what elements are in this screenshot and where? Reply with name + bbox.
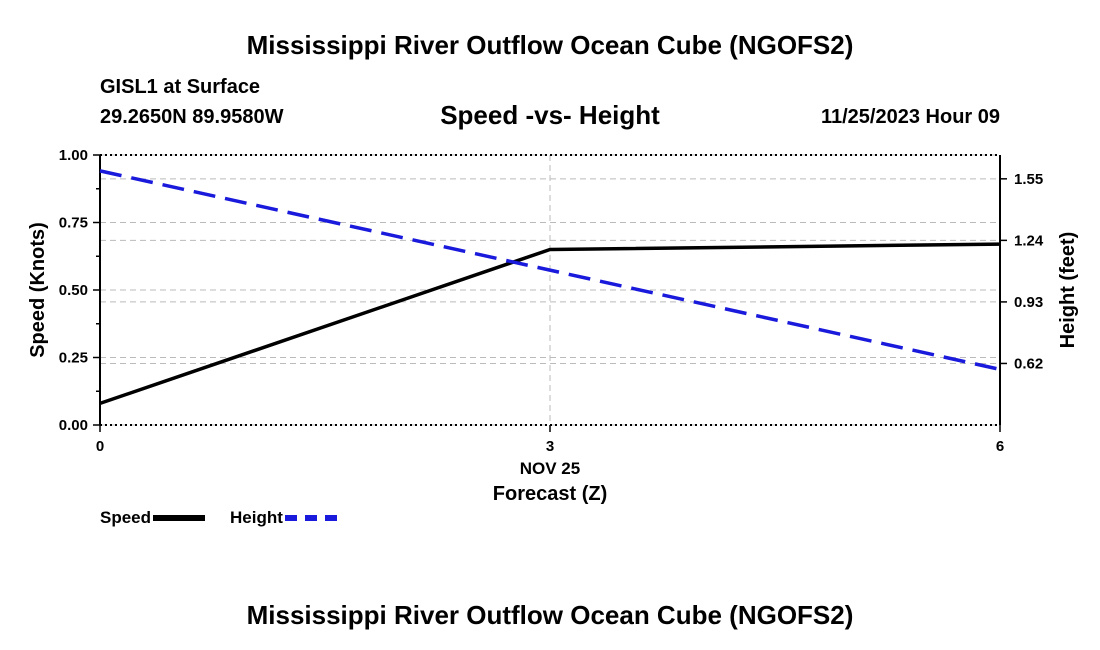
y-axis-title: Speed (Knots) [27,222,49,358]
station-label: GISL1 at Surface [100,76,261,98]
x-tick-label: 3 [546,438,554,455]
legend-height: Height [230,508,337,528]
y2-tick-label: 1.55 [1014,171,1043,188]
y-tick-label: 0.00 [59,417,88,434]
legend-speed-label: Speed [100,508,152,527]
legend-speed: Speed [100,508,206,528]
y-tick-label: 1.00 [59,147,88,164]
chart-subtitle: Speed -vs- Height [440,100,660,130]
legend-speed-swatch [153,515,206,521]
y2-tick-label: 0.62 [1014,355,1043,372]
chart-main-title: Mississippi River Outflow Ocean Cube (NG… [246,30,854,60]
y2-axis-title: Height (feet) [1057,232,1079,349]
legend-height-label: Height [230,508,283,527]
x-date-label: NOV 25 [520,459,580,478]
y-tick-label: 0.50 [59,282,88,299]
y-tick-label: 0.25 [59,350,88,367]
x-tick-label: 0 [96,438,104,455]
series-line-height [99,169,1001,372]
station-coordinates: 29.2650N 89.9580W [100,106,284,128]
y2-tick-label: 1.24 [1014,232,1044,249]
forecast-datetime: 11/25/2023 Hour 09 [820,106,1000,128]
x-tick-label: 6 [996,438,1004,455]
x-axis-title: Forecast (Z) [493,483,607,505]
y-tick-label: 0.75 [59,215,88,232]
y2-tick-label: 0.93 [1014,294,1043,311]
footer-title: Mississippi River Outflow Ocean Cube (NG… [246,600,854,630]
series-line-speed [99,242,1001,406]
legend-height-swatch [284,515,337,521]
